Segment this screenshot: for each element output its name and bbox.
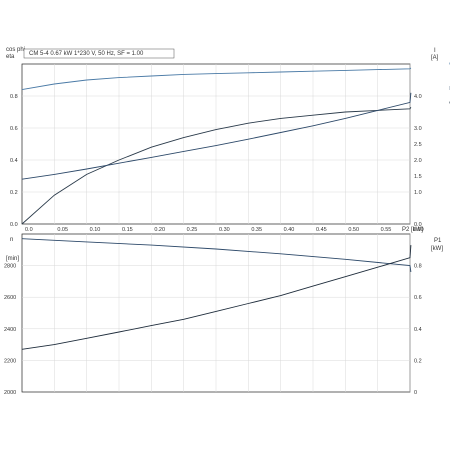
top-x-tick-label: 0.55 [381,227,392,233]
top-x-tick-label: 0.35 [251,227,262,233]
top-y-right-tick-label: 4.0 [414,94,422,100]
bottom-y-left-tick-label: 2600 [4,295,16,301]
top-y-left-tick-label: 0.4 [10,158,18,164]
top-y-left-tick-label: 0.0 [10,222,18,228]
top-y-left-tick-label: 0.8 [10,94,18,100]
top-x-tick-label: 0.15 [122,227,133,233]
top-x-tick-label: 0.45 [316,227,327,233]
top-ylabel-left-top: cos phi [6,47,25,53]
top-ylabel-left-bottom: eta [6,54,15,60]
bottom-ylabel-right: P1 [434,238,442,244]
top-series-I [21,92,412,180]
bottom-y-right-tick-label: 0 [414,390,417,396]
bottom-ylabel-left-unit: [min] [6,256,19,262]
bottom-series-n [21,238,412,272]
top-y-left-tick-label: 0.2 [10,190,18,196]
top-x-tick-label: 0.10 [90,227,101,233]
bottom-y-left-tick-label: 2200 [4,358,16,364]
bottom-y-right-tick-label: 0.8 [414,264,422,270]
top-ylabel-right-unit: [A] [431,55,439,61]
bottom-series-P1 [21,245,412,350]
bottom-y-right-tick-label: 0.2 [414,358,422,364]
top-y-right-tick-label: 0.0 [414,222,422,228]
top-x-tick-label: 0.05 [57,227,68,233]
top-title: CM 5-4 0.67 kW 1*230 V, 50 Hz, SF = 1.00 [29,51,144,57]
bottom-y-left-tick-label: 2800 [4,264,16,270]
top-x-tick-label: 0.50 [348,227,359,233]
top-y-right-tick-label: 1.0 [414,190,422,196]
top-y-right-tick-label: 2.0 [414,158,422,164]
top-x-tick-label: 0.0 [25,227,33,233]
top-x-tick-label: 0.40 [284,227,295,233]
bottom-y-right-tick-label: 0.4 [414,327,422,333]
top-x-tick-label: 0.20 [154,227,165,233]
top-xlabel: P2 [kW] [402,227,423,233]
top-series-eta [21,106,412,225]
top-y-left-tick-label: 0.6 [10,126,18,132]
bottom-y-left-tick-label: 2400 [4,327,16,333]
bottom-ylabel-right-unit: [kW] [431,246,443,252]
top-x-tick-label: 0.25 [187,227,198,233]
top-y-right-tick-label: 1.5 [414,174,422,180]
top-x-tick-label: 0.30 [219,227,230,233]
top-y-right-tick-label: 3.0 [414,126,422,132]
bottom-y-right-tick-label: 0.6 [414,295,422,301]
bottom-ylabel-left: n [10,237,13,243]
bottom-y-left-tick-label: 2000 [4,390,16,396]
top-y-right-tick-label: 2.5 [414,142,422,148]
top-x-tick-label: 0.60 [413,227,424,233]
top-ylabel-right: I [434,48,436,54]
top-title-box [23,48,175,59]
top-series-cos-phi [21,67,412,91]
